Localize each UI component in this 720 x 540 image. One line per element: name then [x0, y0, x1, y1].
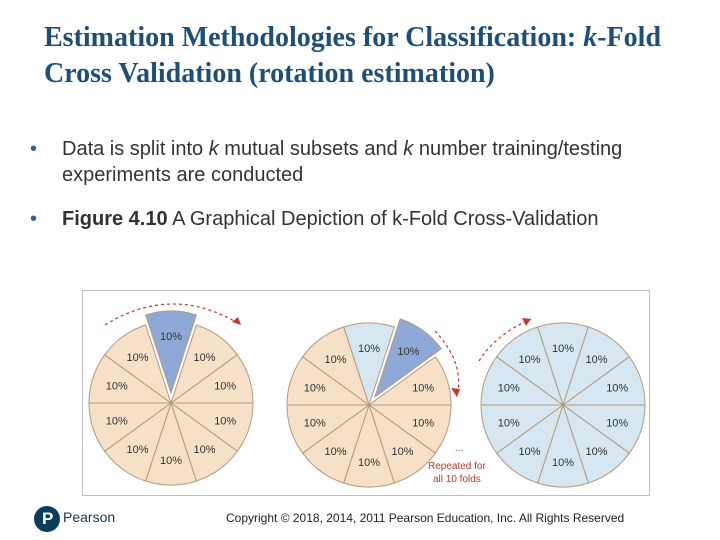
fold-wedge-label: 10% [304, 382, 326, 394]
circle-1: 10% 10% 10% 10% 10% 10% 10% 10% 10% 10% [88, 310, 254, 486]
arrowhead-2 [451, 388, 460, 397]
fold-wedge-label: 10% [358, 457, 380, 469]
kfold-diagram: 10%10%10%10%10%10%10%10%10%10%10% 10%10%1… [88, 303, 646, 488]
rotation-arrow-1 [104, 303, 242, 326]
fold-wedge-label: 10% [391, 446, 413, 458]
fold-wedge-label: 10% [106, 416, 128, 428]
circle-2: 10% 10% 10% 10% 10% 10% 10% 10% 10% 10% [286, 318, 452, 488]
fold-wedge-label: 10% [160, 331, 182, 343]
fold-wedge-label: 10% [160, 455, 182, 467]
fold-wedge-label: 10% [126, 352, 148, 364]
fold-wedge-label: 10% [304, 418, 326, 430]
fold-wedge-label: 10% [106, 380, 128, 392]
bullet-1-text: Data is split into k mutual subsets and … [62, 138, 623, 186]
fold-wedge-label: 10% [498, 418, 520, 430]
copyright-text: Copyright © 2018, 2014, 2011 Pearson Edu… [226, 511, 625, 525]
fold-wedge [373, 318, 442, 399]
fold-wedge-label: 10% [606, 418, 628, 430]
repeat-label-line1: Repeated for [428, 461, 486, 472]
pearson-logo-icon: P [34, 506, 60, 532]
fold-wedge-label: 10% [498, 382, 520, 394]
bullet-dot-icon: • [30, 208, 38, 230]
arrowhead-1 [232, 317, 241, 325]
fold-wedge-label: 10% [412, 418, 434, 430]
title-part1: Estimation Methodologies for Classificat… [44, 22, 584, 53]
fold-wedge-label: 10% [585, 354, 607, 366]
circle-3: 10% 10% 10% 10% 10% 10% 10% 10% 10% 10% [480, 322, 646, 488]
fold-wedge [103, 324, 172, 405]
title-part2: -Fold Cross Validation (rotation estimat… [44, 22, 662, 89]
slide-title: Estimation Methodologies for Classificat… [44, 20, 704, 92]
fold-wedge-label: 10% [193, 352, 215, 364]
footer: P Pearson Copyright © 2018, 2014, 2011 P… [0, 500, 720, 536]
fold-wedge-label: 10% [214, 416, 236, 428]
fold-wedge-label: 10% [518, 354, 540, 366]
bullet-1: • Data is split into k mutual subsets an… [30, 136, 670, 188]
fold-wedge-label: 10% [324, 354, 346, 366]
pearson-wordmark: Pearson [63, 509, 116, 525]
bullet-2-text: Figure 4.10 A Graphical Depiction of k-F… [62, 208, 599, 230]
title-k: k [583, 22, 598, 53]
kfold-figure: 10% 10% 10% 10% 10% 10% 10% 10% 10% 10% 10% 10% 10% 1… [82, 290, 650, 496]
logo-letter: P [42, 509, 54, 528]
bullet-list: • Data is split into k mutual subsets an… [30, 136, 670, 250]
repeat-label-line2: all 10 folds [433, 474, 481, 485]
fold-wedge-label: 10% [585, 446, 607, 458]
fold-wedge-label: 10% [358, 343, 380, 355]
fold-wedge-label: 10% [552, 457, 574, 469]
fold-wedge-label: 10% [214, 380, 236, 392]
fold-wedge-label: 10% [324, 446, 346, 458]
fold-wedge [495, 326, 564, 407]
fold-wedge [301, 326, 370, 407]
fold-wedge-label: 10% [518, 446, 540, 458]
bullet-2: • Figure 4.10 A Graphical Depiction of k… [30, 206, 670, 232]
arrowhead-3 [522, 318, 531, 326]
bullet-dot-icon: • [30, 138, 38, 160]
fold-wedge-label: 10% [606, 382, 628, 394]
ellipsis: ... [455, 443, 463, 454]
fold-wedge-label: 10% [193, 444, 215, 456]
fold-wedge-label: 10% [397, 346, 419, 358]
fold-wedge-label: 10% [552, 343, 574, 355]
fold-wedge-label: 10% [126, 444, 148, 456]
fold-wedge-label: 10% [412, 382, 434, 394]
fold-wedge [145, 310, 197, 395]
